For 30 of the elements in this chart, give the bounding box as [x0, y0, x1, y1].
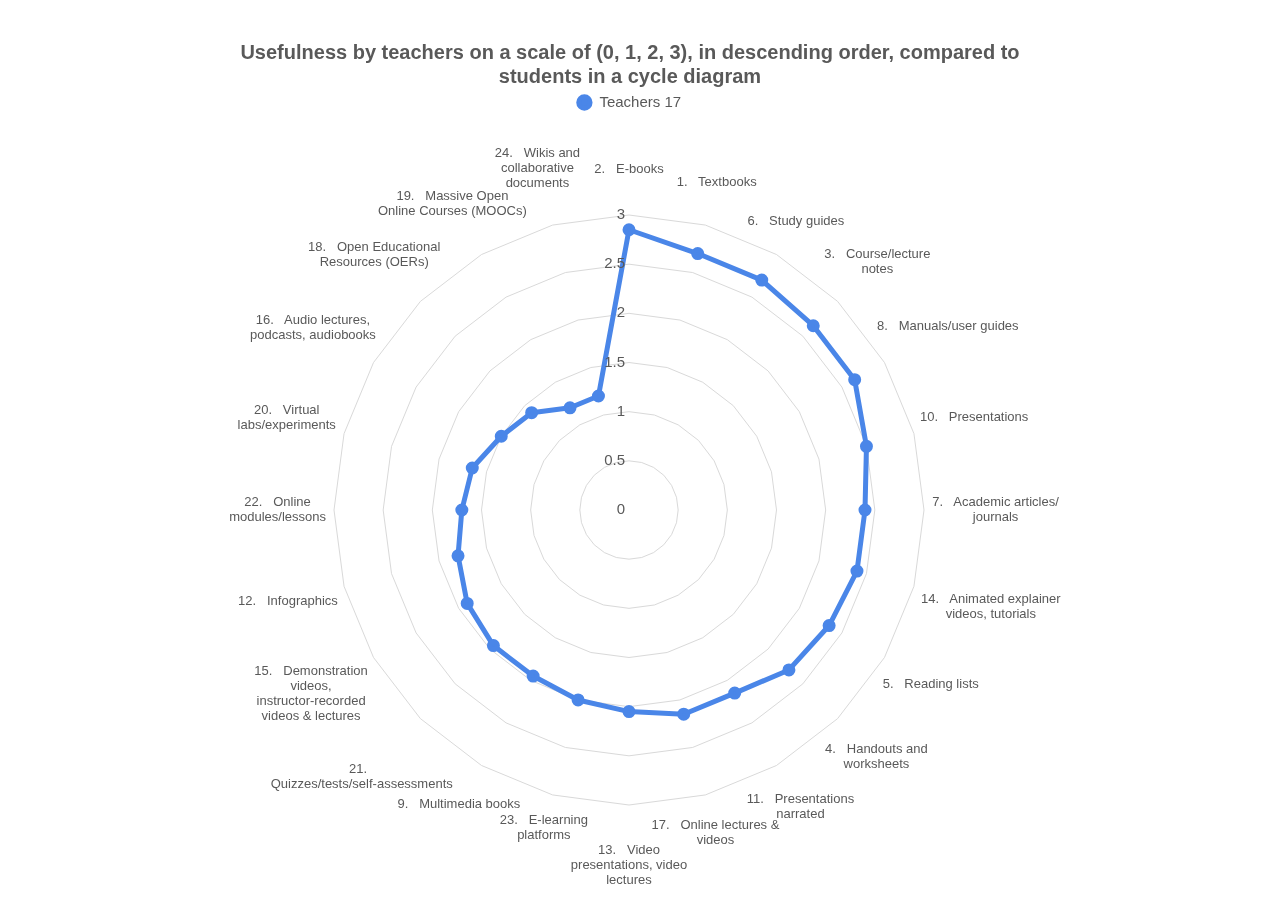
spoke-label: 4. Handouts and worksheets [825, 741, 928, 772]
spoke-label: 24. Wikis and collaborative documents [494, 144, 581, 190]
spoke-label: 11. Presentations narrated [746, 790, 855, 821]
spoke-label: 18. Open Educational Resources (OERs) [308, 239, 441, 270]
spoke-label: 10. Presentations [919, 409, 1029, 425]
spoke-label: 20. Virtual labs/experiments [237, 402, 337, 433]
spoke-label: 21. Quizzes/tests/self-assessments [270, 761, 454, 792]
spoke-label: 6. Study guides [747, 212, 845, 228]
y-tick-label: 0.5 [604, 450, 625, 468]
legend-label: Teachers 17 [599, 92, 682, 110]
spoke-label: 2. E-books [594, 161, 665, 177]
spoke-label: 5. Reading lists [882, 675, 980, 691]
spoke-label: 19. Massive Open Online Courses (MOOCs) [378, 188, 527, 219]
chart-title: Usefulness by teachers on a scale of (0, 1, 2, 3), in descending order, compared to students in a cycle diagram [239, 40, 1021, 88]
spoke-label: 16. Audio lectures, podcasts, audiobooks [250, 311, 377, 342]
spoke-label: 15. Demonstration videos, instructor-recorded videos & lectures [254, 662, 368, 723]
spoke-label: 3. Course/lecture notes [824, 245, 931, 276]
spoke-label: 22. Online modules/lessons [229, 494, 327, 525]
spoke-label: 23. E-learning platforms [499, 811, 588, 842]
spoke-label: 9. Multimedia books [397, 796, 521, 812]
spoke-label: 8. Manuals/user guides [876, 317, 1020, 333]
y-tick-label: 2 [616, 303, 625, 321]
y-tick-label: 1 [616, 401, 625, 419]
spoke-label: 13. Video presentations, video lectures [570, 842, 688, 888]
y-tick-label: 0 [616, 500, 625, 518]
spoke-label: 12. Infographics [238, 592, 339, 608]
y-tick-label: 3 [616, 205, 625, 223]
spoke-label: 14. Animated explainer videos, tutorials [921, 591, 1062, 622]
spoke-label: 1. Textbooks [676, 174, 758, 190]
spoke-label: 7. Academic articles/ journals [932, 494, 1060, 525]
